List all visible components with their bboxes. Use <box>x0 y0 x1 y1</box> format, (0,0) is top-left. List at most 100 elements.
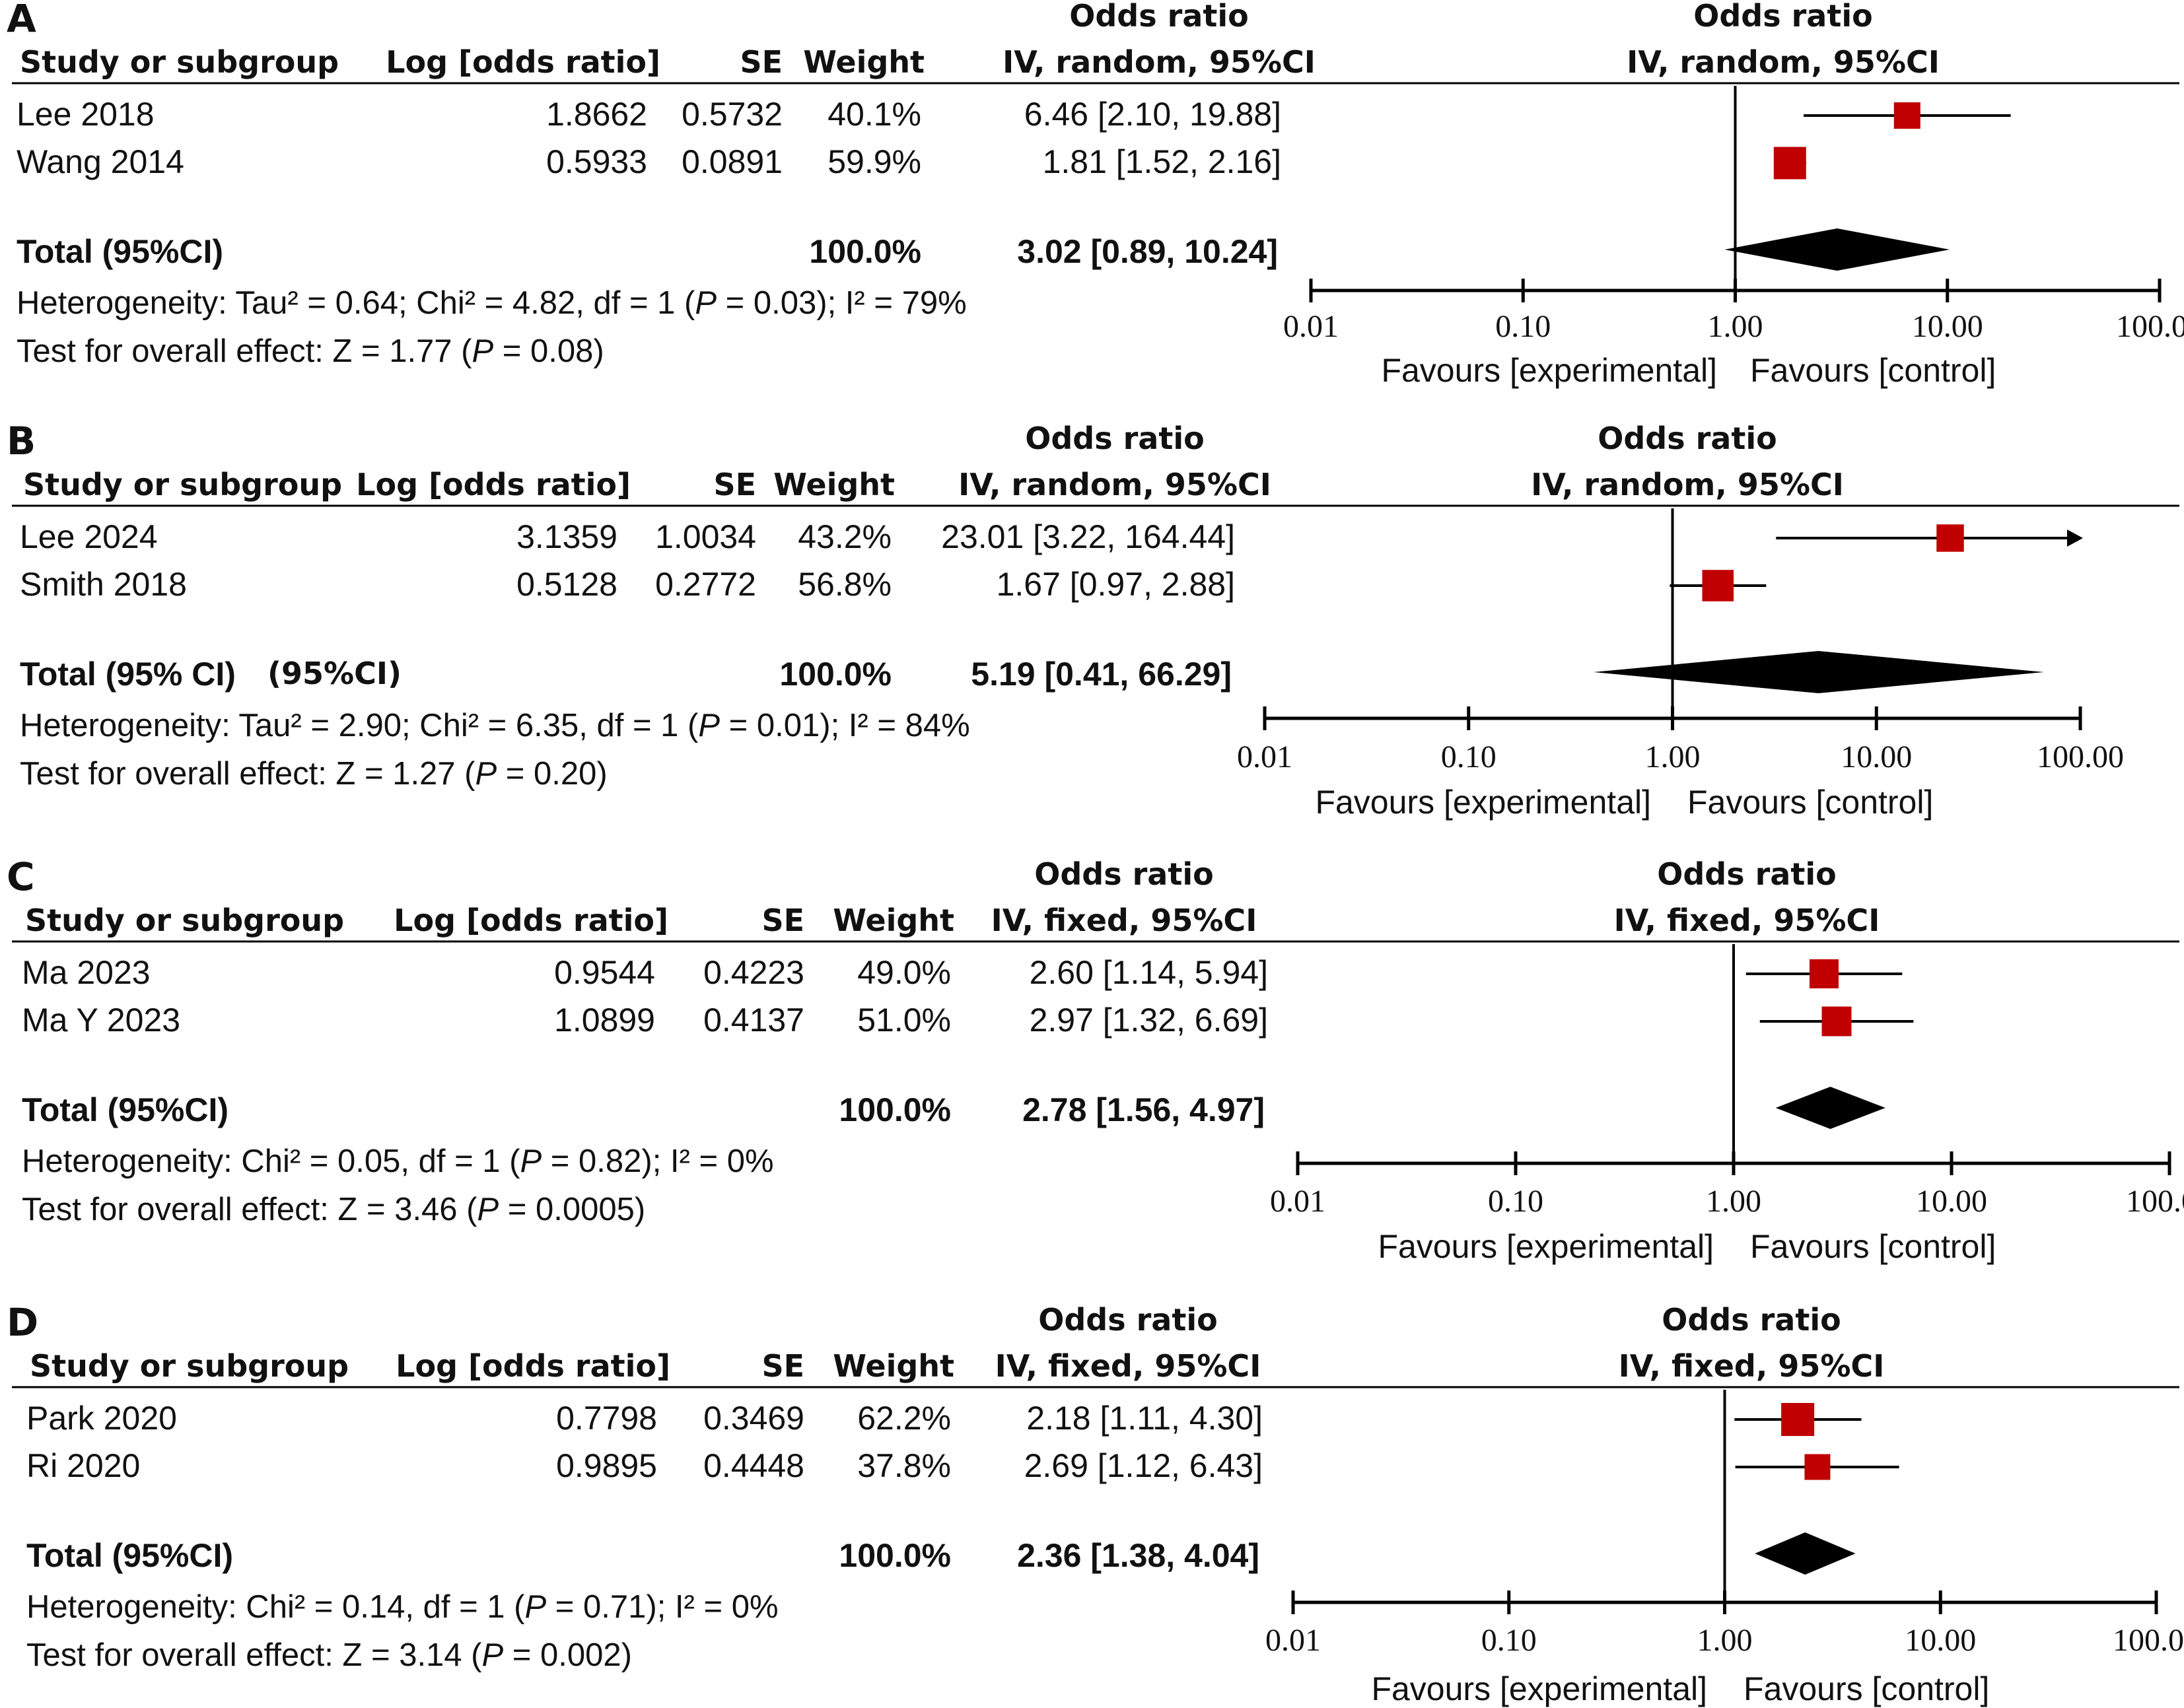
x-tick-label: 100.00 <box>2116 309 2184 344</box>
weight-column-header: Weight <box>773 467 895 502</box>
log-odds-ratio-value: 3.1359 <box>516 518 617 555</box>
favours-experimental-label: Favours [experimental] <box>1371 1670 1707 1707</box>
or-column-title: Odds ratio <box>1069 0 1248 34</box>
point-estimate-square <box>1893 102 1920 129</box>
or-method-header: IV, random, 95%CI <box>1003 44 1316 80</box>
heterogeneity-text-pre: Heterogeneity: Chi² = 0.05, df = 1 ( <box>22 1144 520 1179</box>
odds-ratio-ci-value: 6.46 [2.10, 19.88] <box>1024 96 1281 133</box>
favours-experimental-label: Favours [experimental] <box>1381 352 1717 389</box>
pooled-estimate-diamond <box>1755 1532 1856 1575</box>
overall-effect-text-pre: Test for overall effect: Z = 3.46 ( <box>22 1192 477 1227</box>
se-value: 0.0891 <box>682 143 783 180</box>
x-tick-label: 10.00 <box>1841 739 1912 774</box>
favours-control-label: Favours [control] <box>1687 784 1933 821</box>
se-column-header: SE <box>761 903 804 938</box>
or-method-header: IV, fixed, 95%CI <box>995 1348 1261 1384</box>
heterogeneity-text: Heterogeneity: Chi² = 0.05, df = 1 (P = … <box>22 1144 774 1179</box>
panel-letter: C <box>7 854 35 899</box>
se-column-header: SE <box>740 44 783 80</box>
weight-column-header: Weight <box>833 1348 954 1384</box>
study-name: Smith 2018 <box>20 566 187 603</box>
x-tick-label: 10.00 <box>1912 309 1983 344</box>
odds-ratio-ci-value: 1.81 [1.52, 2.16] <box>1043 143 1281 180</box>
log-odds-ratio-value: 0.7798 <box>556 1400 657 1437</box>
total-label: Total (95%CI) <box>22 1091 229 1128</box>
x-tick-label: 0.01 <box>1270 1184 1325 1219</box>
overall-effect-text-post: = 0.0005) <box>499 1192 645 1227</box>
favours-experimental-label: Favours [experimental] <box>1315 784 1651 821</box>
plot-method-header: IV, random, 95%CI <box>1627 44 1940 80</box>
log-or-column-header: Log [odds ratio] <box>394 903 668 938</box>
total-ci-value: 2.36 [1.38, 4.04] <box>1017 1537 1259 1574</box>
pooled-estimate-diamond <box>1724 228 1950 271</box>
total-weight: 100.0% <box>779 656 892 693</box>
odds-ratio-ci-value: 23.01 [3.22, 164.44] <box>941 518 1235 555</box>
favours-experimental-label: Favours [experimental] <box>1378 1228 1714 1265</box>
odds-ratio-ci-value: 2.18 [1.11, 4.30] <box>1026 1400 1263 1437</box>
odds-ratio-ci-value: 2.69 [1.12, 6.43] <box>1024 1447 1263 1484</box>
overall-effect-text-p: P <box>482 1637 504 1673</box>
overall-effect-text-p: P <box>472 333 494 369</box>
panel-a: A Odds ratio Odds ratio Study or subgroup Lo… <box>7 0 2184 389</box>
x-tick-label: 100.00 <box>2037 739 2124 774</box>
heterogeneity-text: Heterogeneity: Tau² = 0.64; Chi² = 4.82,… <box>17 285 967 321</box>
weight-value: 40.1% <box>828 96 921 133</box>
total-label: Total (95%CI) <box>17 233 223 270</box>
point-estimate-square <box>1702 570 1734 601</box>
heterogeneity-text-post: = 0.03); I² = 79% <box>717 285 967 321</box>
overall-effect-text-post: = 0.08) <box>493 333 604 369</box>
favours-control-label: Favours [control] <box>1744 1670 1989 1707</box>
ci-arrow <box>2067 529 2083 547</box>
log-or-column-header: Log [odds ratio] <box>356 467 631 502</box>
point-estimate-square <box>1781 1403 1815 1436</box>
study-column-header: Study or subgroup <box>20 44 339 80</box>
total-label-extra: (95%CI) <box>267 656 402 691</box>
se-column-header: SE <box>713 467 756 502</box>
overall-effect-text-pre: Test for overall effect: Z = 1.27 ( <box>20 756 476 792</box>
weight-value: 43.2% <box>798 518 892 555</box>
panel-b: B Odds ratio Odds ratio Study or subgroup Lo… <box>7 419 2179 821</box>
x-tick-label: 1.00 <box>1706 1184 1761 1219</box>
log-or-column-header: Log [odds ratio] <box>386 44 660 80</box>
log-odds-ratio-value: 1.0899 <box>554 1002 655 1039</box>
log-odds-ratio-value: 0.9895 <box>556 1447 657 1484</box>
heterogeneity-text-post: = 0.71); I² = 0% <box>546 1589 778 1625</box>
x-tick-label: 1.00 <box>1697 1623 1753 1658</box>
log-odds-ratio-value: 0.9544 <box>554 954 655 991</box>
heterogeneity-text-pre: Heterogeneity: Tau² = 2.90; Chi² = 6.35,… <box>20 708 699 743</box>
or-column-title: Odds ratio <box>1038 1302 1217 1338</box>
total-weight: 100.0% <box>839 1091 951 1128</box>
pooled-estimate-diamond <box>1593 651 2044 693</box>
favours-control-label: Favours [control] <box>1750 352 1996 389</box>
point-estimate-square <box>1773 147 1806 180</box>
total-label: Total (95%CI) <box>26 1537 233 1574</box>
point-estimate-square <box>1821 1006 1852 1037</box>
weight-value: 37.8% <box>857 1447 951 1484</box>
or-method-header: IV, fixed, 95%CI <box>991 903 1257 938</box>
point-estimate-square <box>1809 959 1839 989</box>
study-name: Wang 2014 <box>17 143 184 180</box>
plot-method-header: IV, fixed, 95%CI <box>1614 903 1880 938</box>
study-name: Park 2020 <box>26 1400 177 1437</box>
x-tick-label: 0.01 <box>1265 1623 1321 1658</box>
heterogeneity-text-post: = 0.82); I² = 0% <box>542 1144 773 1179</box>
heterogeneity-text: Heterogeneity: Tau² = 2.90; Chi² = 6.35,… <box>20 708 970 743</box>
weight-column-header: Weight <box>833 903 954 938</box>
heterogeneity-text-p: P <box>524 1589 546 1625</box>
overall-effect-text: Test for overall effect: Z = 3.14 (P = 0… <box>26 1637 632 1673</box>
se-value: 0.4137 <box>703 1002 804 1039</box>
odds-ratio-ci-value: 2.97 [1.32, 6.69] <box>1030 1002 1268 1039</box>
x-tick-label: 100.00 <box>2126 1184 2184 1219</box>
study-name: Ma Y 2023 <box>22 1002 180 1039</box>
total-weight: 100.0% <box>809 233 921 270</box>
x-tick-label: 10.00 <box>1905 1623 1976 1658</box>
x-tick-label: 0.10 <box>1488 1184 1543 1219</box>
x-tick-label: 0.01 <box>1237 739 1292 774</box>
or-column-title: Odds ratio <box>1025 421 1204 456</box>
study-column-header: Study or subgroup <box>25 903 344 938</box>
se-value: 0.3469 <box>703 1400 804 1437</box>
overall-effect-text: Test for overall effect: Z = 1.77 (P = 0… <box>17 333 604 369</box>
heterogeneity-text-pre: Heterogeneity: Chi² = 0.14, df = 1 ( <box>26 1589 525 1625</box>
study-column-header: Study or subgroup <box>23 467 342 502</box>
x-tick-label: 1.00 <box>1708 309 1763 344</box>
